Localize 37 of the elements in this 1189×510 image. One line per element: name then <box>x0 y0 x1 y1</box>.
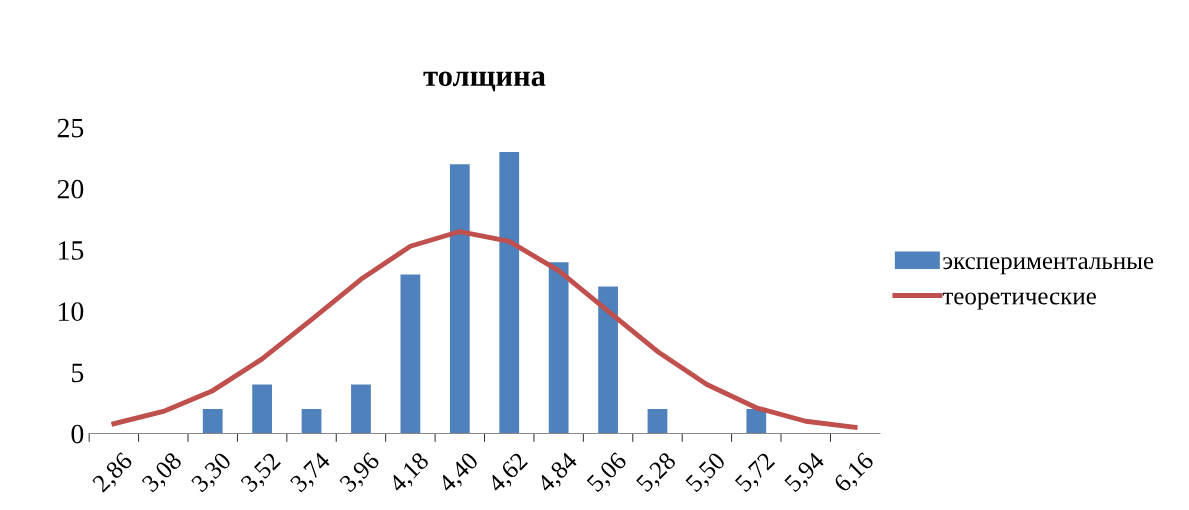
bar <box>746 409 767 434</box>
y-tick-label: 20 <box>57 179 84 199</box>
chart-title: толщина <box>423 71 546 92</box>
x-tick-label: 3,08 <box>141 451 186 496</box>
legend-label: теоретические <box>942 292 1096 310</box>
bar <box>647 409 668 434</box>
x-tick-label: 3,74 <box>289 451 334 496</box>
x-tick-label: 5,72 <box>734 451 778 496</box>
x-tick-label: 3,52 <box>240 451 284 496</box>
bar <box>449 164 470 434</box>
x-tick-label: 5,28 <box>635 451 680 496</box>
x-tick-label: 4,62 <box>486 451 531 496</box>
bar <box>598 286 618 434</box>
bar <box>548 262 569 434</box>
x-tick-label: 4,18 <box>387 451 433 496</box>
x-tick-label: 3,30 <box>190 451 235 496</box>
x-tick-label: 5,50 <box>684 451 729 496</box>
x-tick-label: 6,16 <box>832 451 878 496</box>
bar <box>301 409 322 434</box>
y-tick-label: 15 <box>58 241 84 260</box>
x-tick-label: 4,84 <box>536 450 581 496</box>
line-series <box>111 229 858 430</box>
bar <box>252 384 273 434</box>
x-tick-label: 5,94 <box>783 451 828 496</box>
y-tick-label: 5 <box>72 363 84 383</box>
x-tick-label: 5,06 <box>586 451 630 496</box>
legend-label: экспериментальные <box>943 257 1154 275</box>
bar <box>400 274 421 434</box>
bar <box>499 151 520 434</box>
x-tick-label: 4,40 <box>437 451 482 496</box>
y-tick-label: 0 <box>71 424 84 444</box>
bar <box>351 384 371 434</box>
x-tick-label: 3,96 <box>338 451 383 496</box>
bar <box>202 409 223 434</box>
x-tick-label: 2,86 <box>91 451 136 496</box>
y-tick-label: 10 <box>58 302 84 322</box>
y-tick-label: 25 <box>57 118 84 138</box>
